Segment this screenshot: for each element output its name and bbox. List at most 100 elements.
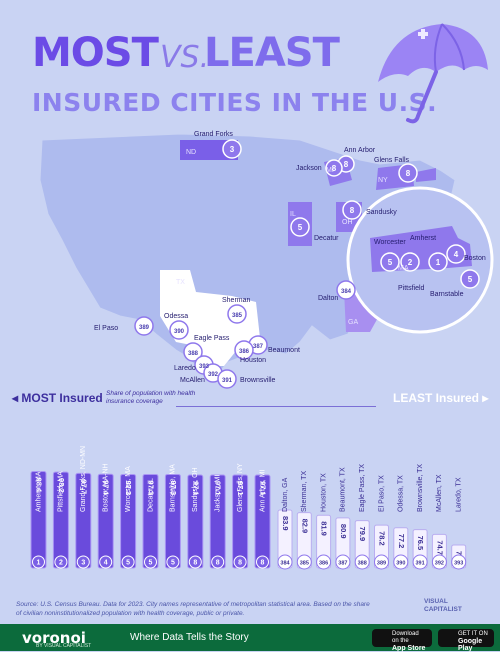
voronoi-logo[interactable]: voronoi (22, 629, 86, 647)
rank-badge (431, 554, 447, 570)
bar-category-label: Barnstable, MA (170, 464, 177, 512)
map-marker-sandusky (342, 200, 362, 220)
bar-category-label: Eagle Pass, TX (359, 464, 366, 512)
bar-category-label: Beaumont, TX (340, 467, 347, 512)
bar-category-label: Houston, TX (320, 473, 327, 512)
map-city-label: McAllen (180, 377, 205, 384)
map-marker-sherman (227, 304, 247, 324)
rank-badge-label: 2 (59, 560, 63, 567)
title-vs: VS. (160, 40, 210, 75)
map-rank-label: 3 (230, 145, 235, 154)
umbrella-icon (378, 23, 488, 124)
rank-badge (316, 554, 332, 570)
bar-value-label: 98.4 (35, 478, 44, 493)
rank-badge (99, 555, 113, 569)
bar-category-label: Sherman, TX (301, 471, 308, 512)
rank-badge (451, 554, 467, 570)
map-rank-label: 5 (468, 275, 473, 284)
map-rank-label: 388 (188, 351, 199, 357)
bar-category-label: Boston, MA-NH (103, 463, 110, 512)
bar-value-label: 97.3 (124, 480, 133, 495)
rank-badge-label: 388 (358, 561, 367, 567)
map-marker-odessa (169, 320, 189, 340)
bar-value-label: 74.7 (435, 540, 444, 555)
title-least: LEAST (204, 30, 340, 76)
map-city-label: Pittsfield (398, 285, 425, 292)
rank-badge (211, 555, 225, 569)
map-marker-boston (446, 244, 466, 264)
map-rank-label: 8 (344, 160, 349, 169)
us-map: ND MI NY IL OH MA TX GA 3 Grand Forks 8 Glens Falls… (39, 131, 494, 389)
google-play-small: GET IT ON (458, 631, 488, 637)
map-city-label: Dalton (318, 295, 338, 302)
bar-value-label: 97.1 (259, 481, 268, 496)
rank-badge (296, 554, 312, 570)
map-city-label: Glens Falls (374, 157, 410, 164)
bar-category-label: Decatur, IL (147, 478, 154, 512)
rank-badge (76, 555, 90, 569)
map-marker-jackson (325, 159, 343, 177)
rank-badge-label: 5 (149, 560, 153, 567)
bar-value-label: 82.9 (300, 519, 309, 534)
state-tx (160, 270, 260, 366)
state-label: IL (290, 211, 296, 218)
rank-badge-label: 5 (171, 560, 175, 567)
map-rank-label: 385 (232, 313, 243, 319)
bar-value-label: 97.4 (102, 480, 111, 495)
map-city-label: Sandusky (366, 209, 397, 216)
rank-badge-label: 3 (81, 560, 85, 567)
rank-badge-label: 384 (280, 561, 290, 567)
map-city-label: Sherman (222, 297, 251, 304)
rank-badge-label: 4 (104, 560, 108, 567)
rank-badge-label: 389 (377, 561, 386, 567)
state-label: GA (348, 319, 358, 326)
bar-category-label: Odessa, TX (398, 475, 405, 512)
map-rank-label: 384 (341, 289, 352, 295)
map-rank-label: 389 (139, 325, 150, 331)
bar-value-label: 97.7 (79, 479, 88, 494)
map-city-label: Amherst (410, 235, 436, 242)
map-city-label: Laredo (174, 365, 196, 372)
map-marker-worcester (428, 252, 448, 272)
map-city-label: Brownsville (240, 377, 276, 384)
bar-category-label: Laredo, TX (456, 477, 463, 512)
rank-badge (256, 555, 269, 569)
google-play-button[interactable]: GET IT ON Google Play (438, 629, 494, 652)
logo-bottom: CAPITALIST (424, 606, 462, 613)
coverage-note: Share of population with health insuranc… (106, 390, 196, 405)
rank-badge-label: 390 (396, 561, 405, 567)
rank-badge-label: 8 (193, 560, 197, 567)
rank-badge (335, 554, 351, 570)
map-marker-eagle-pass (183, 342, 203, 362)
map-city-label: Jackson (296, 165, 322, 172)
map-rank-label: 5 (388, 258, 393, 267)
bar-value-label: 77.2 (397, 534, 406, 549)
rank-badge (54, 555, 68, 569)
app-store-button[interactable]: Download on the App Store (372, 629, 432, 652)
map-rank-label: 393 (199, 364, 210, 370)
bar-value-label: 97.1 (191, 481, 200, 496)
rank-badge (277, 554, 293, 570)
map-rank-label: 4 (454, 250, 459, 259)
bar-category-label: Ann Arbor, MI (259, 470, 266, 512)
bar-category-label: El Paso, TX (378, 475, 385, 512)
rank-badge (166, 555, 180, 569)
title-most: MOST (32, 30, 159, 76)
rank-badge-label: 8 (216, 560, 220, 567)
rank-badge (144, 555, 157, 569)
rank-badge-label: 386 (319, 561, 328, 567)
map-rank-label: 1 (436, 258, 441, 267)
rank-badge-label: 8 (238, 560, 242, 567)
state-label: NY (378, 177, 388, 184)
visual-capitalist-logo: VISUAL CAPITALIST (424, 598, 462, 614)
bar-value-label: 83.9 (281, 516, 290, 531)
map-marker-brownsville (217, 369, 237, 389)
bar-category-label: Pittsfield, MA (58, 471, 65, 512)
map-rank-label: 8 (406, 169, 411, 178)
rank-badge-label: 387 (338, 561, 347, 567)
least-insured-bars: 83.9 Dalton, GA 384 82.9 Sherman, TX 385 81.9 H… (277, 464, 467, 570)
map-marker-glens-falls (398, 163, 418, 183)
map-city-label: Decatur (314, 235, 339, 242)
